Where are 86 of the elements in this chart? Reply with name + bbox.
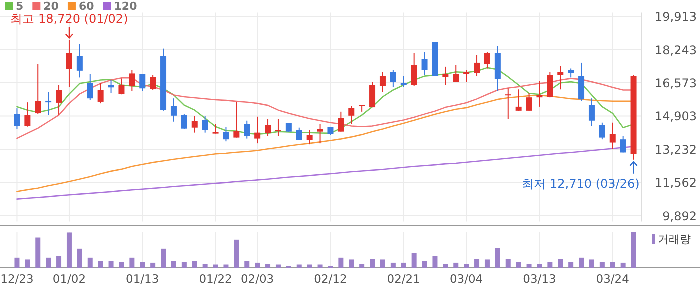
bar	[474, 259, 480, 268]
x-tick-label: 03/13	[523, 272, 556, 286]
bar	[620, 262, 626, 268]
bar	[36, 238, 41, 268]
bar	[338, 258, 344, 268]
y-tick-label: 19,913	[655, 10, 697, 24]
annotation: 최저 12,710 (03/26)	[522, 176, 640, 191]
bar	[600, 262, 605, 268]
bar	[56, 256, 62, 268]
bar	[255, 262, 260, 268]
bar	[130, 258, 135, 268]
bar	[244, 261, 250, 268]
bar	[495, 248, 500, 268]
bar	[526, 264, 532, 268]
y-tick-label: 9,892	[662, 209, 697, 224]
legend-item: 거래량	[652, 233, 691, 246]
bar	[454, 262, 459, 268]
bar	[380, 260, 386, 268]
bar	[77, 248, 82, 268]
legend-item: 60	[68, 0, 94, 13]
bar	[631, 232, 636, 268]
bar	[537, 264, 542, 268]
bar	[412, 253, 417, 268]
bar	[558, 259, 564, 268]
legend-label: 거래량	[658, 233, 691, 246]
legend-item: 5	[5, 0, 24, 13]
bar	[484, 260, 490, 268]
bar	[25, 260, 30, 268]
bar	[296, 264, 302, 268]
bar	[579, 258, 584, 268]
x-tick-label: 02/12	[314, 272, 348, 286]
bar	[182, 262, 187, 268]
bar	[548, 262, 553, 268]
bar	[234, 240, 240, 268]
bar	[390, 262, 396, 268]
legend-item: 20	[32, 0, 59, 13]
x-tick-label: 03/24	[596, 272, 630, 286]
bar	[108, 261, 114, 268]
legend-label: 5	[16, 0, 24, 13]
bar	[213, 264, 218, 268]
x-tick-label: 01/13	[126, 272, 160, 286]
legend-label: 20	[44, 0, 60, 13]
bar	[516, 262, 522, 268]
bar	[370, 259, 376, 268]
legend-label: 120	[114, 0, 138, 13]
bar	[401, 262, 406, 268]
bar	[589, 260, 594, 268]
bar	[161, 248, 166, 268]
bar	[568, 262, 574, 268]
bar	[171, 261, 176, 268]
bar	[266, 264, 271, 268]
bar	[349, 260, 354, 268]
bar	[360, 264, 365, 268]
bar	[192, 261, 198, 268]
legend-label: 60	[78, 0, 95, 13]
bar	[432, 256, 438, 268]
bar	[318, 264, 323, 268]
bar	[276, 264, 281, 268]
y-tick-label: 13,232	[655, 143, 697, 158]
y-tick-label: 18,243	[655, 43, 697, 58]
annotation: 최고 18,720 (01/02)	[10, 12, 128, 26]
x-tick-label: 12/23	[0, 272, 34, 286]
legend-item: 120	[103, 0, 138, 13]
x-tick-label: 01/02	[52, 272, 86, 286]
bar	[119, 262, 124, 268]
bar	[98, 261, 104, 268]
bar	[150, 262, 156, 268]
bar	[443, 264, 448, 268]
bar	[610, 262, 616, 268]
bar	[140, 262, 146, 268]
bar	[506, 259, 511, 268]
bar	[14, 258, 20, 268]
x-tick-label: 03/04	[450, 272, 484, 286]
x-tick-label: 02/21	[387, 272, 420, 286]
bar	[202, 264, 208, 268]
bar	[46, 258, 52, 268]
x-tick-label: 02/03	[240, 272, 274, 286]
y-tick-label: 11,562	[655, 176, 697, 190]
bar	[422, 261, 428, 268]
bar	[224, 264, 229, 268]
x-tick-label: 01/22	[199, 272, 232, 286]
y-tick-label: 16,573	[655, 76, 697, 91]
y-tick-label: 14,903	[655, 110, 697, 124]
bar	[464, 264, 470, 268]
bar	[88, 258, 93, 268]
bar	[307, 264, 312, 268]
